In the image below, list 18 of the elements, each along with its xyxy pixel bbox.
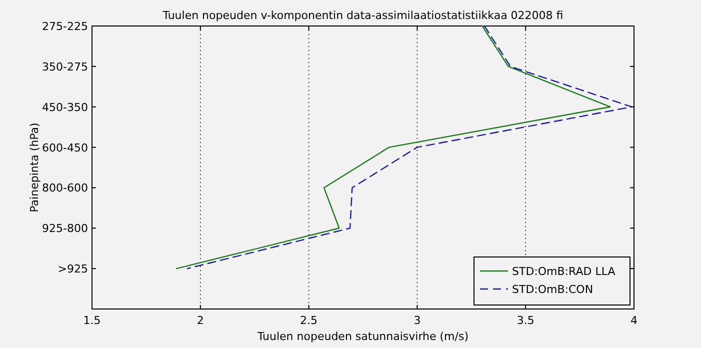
legend-label: STD:OmB:CON xyxy=(512,283,594,296)
y-tick-label: 350-275 xyxy=(42,60,88,74)
x-tick-label: 2.5 xyxy=(300,314,318,327)
x-tick-label: 2 xyxy=(196,314,204,327)
y-tick-label: 600-450 xyxy=(42,141,88,154)
x-tick-label: 1.5 xyxy=(83,314,101,327)
x-tick-label: 3.5 xyxy=(516,314,534,327)
x-tick-label: 4 xyxy=(630,314,638,327)
x-tick-label: 3 xyxy=(414,314,421,327)
y-axis-title: Painepinta (hPa) xyxy=(28,122,41,212)
legend-label: STD:OmB:RAD LLA xyxy=(512,265,616,278)
y-tick-label: >925 xyxy=(58,262,88,276)
chart-title: Tuulen nopeuden v-komponentin data-assimilaatiostatistiikkaa 022008 fi xyxy=(162,9,564,22)
y-tick-label: 800-600 xyxy=(42,182,88,195)
y-tick-label: 925-800 xyxy=(42,222,88,236)
y-tick-label: 450-350 xyxy=(42,100,88,114)
x-axis-title: Tuulen nopeuden satunnaisvirhe (m/s) xyxy=(256,330,469,343)
y-tick-label: 275-225 xyxy=(42,20,88,33)
